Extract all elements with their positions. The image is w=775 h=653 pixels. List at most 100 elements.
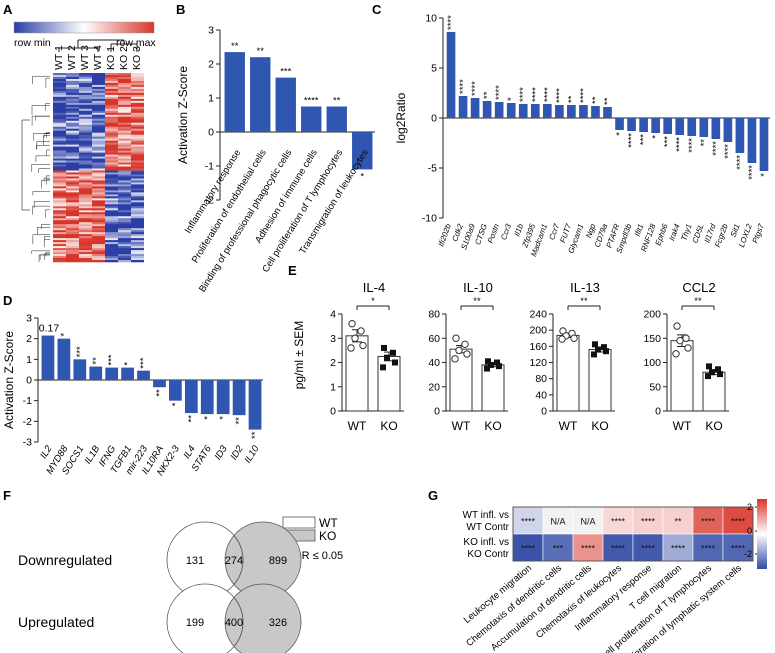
heatmap-cell (79, 188, 92, 191)
heatmap-cell (66, 210, 79, 213)
heatmap-cell (118, 124, 131, 128)
heatmap-cell (66, 76, 79, 80)
heatmap-cell (131, 174, 144, 177)
category-label: Ifit1 (633, 223, 646, 238)
subplot-ccl2: CCL2 0 50 100 150 200 WT KO ** (643, 280, 729, 433)
heatmap-cell (131, 152, 144, 155)
heatmap-cell (131, 242, 144, 245)
heatmap-cell (66, 176, 79, 179)
heatmap-cell (131, 158, 144, 161)
heatmap-cell (79, 258, 92, 261)
heatmap-cell (66, 166, 79, 169)
wt-data-point (452, 334, 460, 342)
heatmap-cell (602, 506, 634, 535)
heatmap-cell (105, 168, 118, 171)
heatmap-annotation: **** (671, 544, 686, 554)
heatmap-cell (92, 174, 105, 177)
heatmap-cell (118, 246, 131, 249)
venn-overlap-count: 274 (225, 555, 243, 567)
heatmap-cell (92, 110, 105, 114)
heatmap-cell (131, 154, 144, 157)
heatmap-cell (66, 206, 79, 209)
y-tick-label: 150 (643, 333, 661, 345)
significance-label: **** (494, 85, 505, 100)
heatmap-cell (105, 198, 118, 201)
heatmap-cell (66, 122, 79, 126)
heatmap-cell (66, 234, 79, 237)
significance-label: * (651, 135, 662, 139)
subplot-il-13: IL-13 0 40 80 120 160 200 240 WT KO ** (529, 280, 615, 433)
heatmap-cell (79, 100, 92, 104)
heatmap-cell (105, 200, 118, 203)
heatmap-cell (118, 196, 131, 199)
bar (184, 380, 198, 414)
heatmap-cell (131, 124, 144, 128)
bar (232, 380, 246, 416)
ko-data-point (390, 349, 396, 356)
heatmap-column-label: WT 1 (53, 45, 65, 70)
heatmap-cell (118, 82, 131, 86)
heatmap-cell (79, 136, 92, 139)
heatmap-cell (79, 218, 92, 221)
heatmap-annotation: **** (521, 517, 536, 527)
heatmap-cell (79, 80, 92, 84)
bar (567, 105, 576, 118)
heatmap-annotation: **** (701, 544, 716, 554)
heatmap-cell (66, 168, 79, 171)
heatmap-cell (131, 222, 144, 225)
significance-label: * (170, 402, 181, 406)
heatmap-cell (131, 90, 144, 94)
wt-data-point (348, 320, 356, 328)
heatmap-cell (105, 156, 118, 159)
heatmap-cell (66, 88, 79, 92)
heatmap-cell (131, 98, 144, 102)
bar (711, 118, 721, 139)
heatmap-cell (131, 196, 144, 199)
heatmap-cell (92, 138, 105, 141)
heatmap-cell (131, 148, 144, 151)
y-axis-label: Activation Z-Score (2, 331, 16, 429)
heatmap-cell (66, 226, 79, 229)
heatmap-cell (105, 218, 118, 221)
bar (615, 118, 624, 130)
heatmap-cell (92, 180, 105, 183)
heatmap-annotation: N/A (580, 517, 595, 527)
significance-label: *** (139, 357, 150, 368)
venn-overlap (224, 534, 244, 586)
colorbar (757, 499, 767, 569)
venn-wt-only-count: 131 (186, 555, 204, 567)
heatmap-cell (118, 120, 131, 124)
heatmap-cell (66, 236, 79, 239)
heatmap-annotation: **** (641, 544, 656, 554)
heatmap-cell (105, 228, 118, 231)
significance-label: *** (639, 134, 650, 145)
heatmap-cell (79, 73, 92, 76)
heatmap-cell (105, 178, 118, 181)
significance-label: * (218, 416, 229, 420)
heatmap-cell (53, 200, 66, 203)
heatmap-cell (79, 88, 92, 92)
heatmap-cell (79, 146, 92, 149)
heatmap-cell (105, 96, 118, 100)
heatmap-cell (66, 240, 79, 243)
heatmap-cell (92, 218, 105, 221)
bar (518, 104, 528, 118)
heatmap-cell (66, 220, 79, 223)
wt-data-point (570, 334, 578, 342)
bar (248, 380, 262, 430)
heatmap-cell (66, 94, 79, 98)
heatmap-column-label: WT 2 (66, 45, 78, 70)
heatmap-cell (105, 144, 118, 147)
heatmap-cell (105, 210, 118, 213)
heatmap-cell (53, 208, 66, 211)
significance-label: * (759, 173, 770, 177)
heatmap-cell (105, 238, 118, 241)
heatmap-cell (66, 73, 79, 76)
heatmap-cell (118, 198, 131, 201)
heatmap-cell (92, 152, 105, 155)
heatmap-cell (105, 122, 118, 126)
heatmap-cell (79, 82, 92, 86)
ko-data-point (392, 359, 398, 366)
heatmap-cell (632, 506, 664, 535)
y-tick-label: 1 (26, 354, 32, 366)
